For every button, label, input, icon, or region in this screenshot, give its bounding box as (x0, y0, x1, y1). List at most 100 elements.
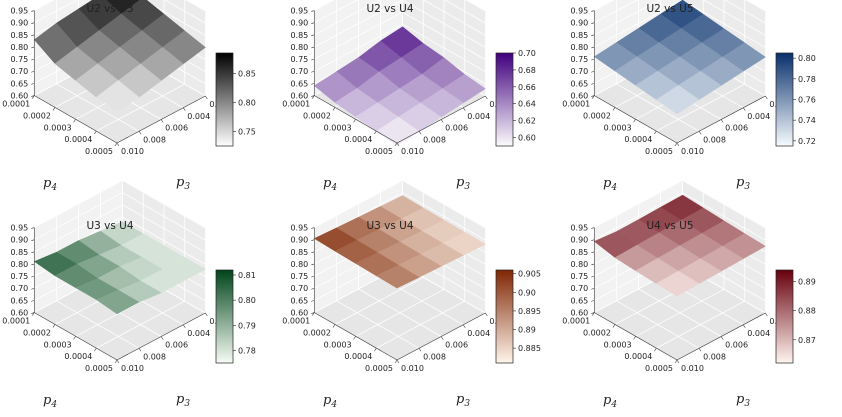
x-tick-mark (612, 107, 616, 111)
y-tick-mark (396, 142, 400, 147)
y-tick-label: 0.010 (401, 364, 424, 373)
z-tick-label: 0.70 (570, 284, 588, 293)
x-tick-label: 0.0004 (344, 135, 372, 144)
z-tick-mark (311, 58, 315, 61)
z-tick-mark (31, 10, 35, 12)
subplot-title: U4 vs U5 (646, 220, 693, 232)
z-tick-mark (591, 227, 595, 229)
z-tick-mark (31, 227, 35, 229)
z-tick-mark (591, 70, 595, 73)
z-tick-label: 0.65 (10, 296, 28, 305)
surface-facet (375, 116, 420, 146)
colorbar (215, 52, 234, 147)
subplot-title: U2 vs U5 (646, 3, 693, 15)
colorbar-tick-label: 0.79 (238, 321, 256, 330)
x-tick-mark (654, 347, 657, 352)
z-tick-label: 0.95 (570, 224, 588, 233)
x-tick-mark (332, 324, 336, 328)
z-tick-label: 0.70 (10, 284, 28, 293)
y-tick-label: 0.006 (165, 124, 188, 133)
z-tick-label: 0.95 (290, 7, 308, 16)
z-tick-mark (31, 239, 35, 241)
z-tick-label: 0.90 (570, 236, 588, 245)
grid-line (594, 0, 766, 24)
z-tick-mark (31, 58, 35, 61)
z-tick-label: 0.80 (10, 260, 28, 269)
z-tick-label: 0.85 (290, 248, 308, 257)
colorbar-tick-label: 0.88 (798, 307, 816, 316)
x-tick-label: 0.0003 (324, 123, 352, 132)
x-tick-label: 0.0005 (365, 364, 393, 373)
colorbar (495, 52, 514, 147)
x-tick-label: 0.0005 (645, 364, 673, 373)
subplot-panel: 0.600.650.700.750.800.850.900.950.00010.… (282, 0, 536, 193)
z-tick-mark (31, 312, 35, 314)
z-tick-mark (311, 83, 315, 85)
x-tick-label: 0.0002 (303, 328, 331, 337)
x-axis-label: p4 (323, 176, 337, 193)
z-tick-mark (591, 34, 595, 37)
grid-line (594, 0, 766, 48)
x-tick-mark (353, 336, 356, 340)
colorbar-tick-label: 0.81 (238, 271, 256, 280)
x-tick-label: 0.0003 (604, 123, 632, 132)
z-tick-label: 0.75 (570, 272, 588, 281)
y-tick-mark (205, 95, 208, 100)
x-tick-mark (374, 347, 377, 352)
y-axis-label: p3 (456, 392, 470, 409)
z-tick-mark (31, 83, 35, 85)
z-tick-label: 0.65 (290, 79, 308, 88)
z-tick-mark (591, 263, 595, 266)
colorbar (775, 269, 794, 364)
y-tick-label: 0.006 (445, 124, 468, 133)
x-tick-label: 0.0003 (324, 340, 352, 349)
z-tick-label: 0.90 (10, 19, 28, 28)
z-tick-label: 0.85 (290, 31, 308, 40)
z-tick-mark (591, 300, 595, 302)
y-tick-mark (698, 131, 702, 135)
y-tick-mark (160, 119, 164, 123)
z-tick-label: 0.70 (10, 67, 28, 76)
z-tick-mark (311, 287, 315, 290)
x-tick-mark (612, 324, 616, 328)
subplot-title: U3 vs U4 (366, 220, 413, 232)
y-axis-label: p3 (176, 392, 190, 409)
z-tick-label: 0.80 (290, 43, 308, 52)
z-tick-mark (311, 275, 315, 278)
x-tick-mark (394, 142, 398, 147)
z-tick-mark (311, 312, 315, 314)
y-tick-mark (765, 312, 768, 317)
z-tick-mark (311, 239, 315, 241)
z-tick-label: 0.60 (290, 309, 308, 318)
y-tick-label: 0.008 (143, 352, 166, 361)
x-axis-line (314, 95, 398, 144)
y-tick-label: 0.006 (165, 341, 188, 350)
x-tick-mark (633, 336, 636, 340)
y-tick-label: 0.008 (143, 135, 166, 144)
z-tick-mark (31, 46, 35, 49)
z-tick-mark (591, 95, 595, 97)
x-tick-label: 0.0002 (583, 111, 611, 120)
subplot-panel: 0.600.650.700.750.800.850.900.950.00010.… (2, 0, 256, 193)
y-tick-label: 0.010 (681, 364, 704, 373)
y-axis-label: p3 (736, 392, 750, 409)
z-tick-mark (311, 22, 315, 24)
z-tick-label: 0.85 (10, 248, 28, 257)
x-tick-label: 0.0001 (2, 100, 30, 109)
subplot-panel: 0.600.650.700.750.800.850.900.950.00010.… (562, 0, 816, 193)
y-axis-label: p3 (736, 175, 750, 192)
z-tick-mark (591, 46, 595, 49)
grid-line (594, 0, 766, 36)
z-tick-mark (311, 300, 315, 302)
y-tick-mark (116, 142, 120, 147)
z-tick-label: 0.60 (290, 92, 308, 101)
grid-line (656, 0, 746, 132)
z-tick-mark (31, 275, 35, 278)
z-tick-label: 0.85 (10, 31, 28, 40)
colorbar-tick-label: 0.895 (518, 307, 541, 316)
x-tick-mark (674, 142, 678, 147)
z-tick-label: 0.60 (570, 309, 588, 318)
y-tick-label: 0.006 (725, 341, 748, 350)
y-tick-mark (765, 95, 768, 100)
y-tick-mark (418, 131, 422, 135)
